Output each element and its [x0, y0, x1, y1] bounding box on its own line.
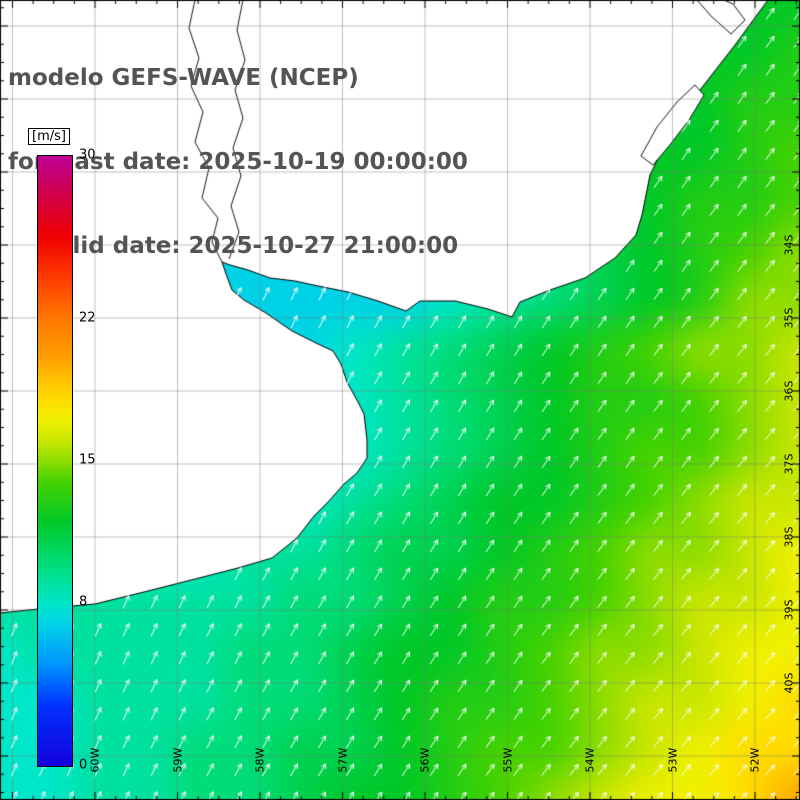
lon-label: 56W — [418, 747, 432, 773]
lat-label: 34S — [782, 234, 796, 256]
lon-label: 54W — [583, 747, 597, 773]
lat-label: 36S — [782, 380, 796, 402]
lon-label: 52W — [748, 747, 762, 773]
colorbar-tick-label: 8 — [79, 594, 88, 610]
lon-label: 59W — [171, 747, 184, 773]
lat-label: 39S — [782, 599, 796, 621]
colorbar-tick-labels: 30 22 15 8 0 — [79, 148, 113, 773]
forecast-date-line: forecast date: 2025-10-19 00:00:00 — [8, 149, 468, 175]
colorbar-unit-label: [m/s] — [28, 128, 70, 145]
lat-label: 40S — [782, 672, 796, 694]
colorbar-tick-label: 0 — [79, 757, 88, 773]
lon-label: 57W — [336, 747, 349, 773]
lat-label: 37S — [782, 453, 796, 475]
lon-label: 53W — [666, 747, 679, 773]
colorbar-tick-label: 15 — [79, 452, 96, 468]
model-title: modelo GEFS-WAVE (NCEP) — [8, 65, 359, 91]
colorbar-tick-label: 22 — [79, 310, 96, 326]
lon-label: 60W — [88, 747, 102, 773]
valid-date-line: valid date: 2025-10-27 21:00:00 — [42, 233, 459, 259]
colorbar-gradient — [37, 155, 73, 767]
lon-label: 58W — [253, 747, 267, 773]
colorbar-tick-label: 30 — [79, 147, 96, 163]
lat-label: 35S — [782, 307, 796, 329]
lat-label: 38S — [782, 526, 796, 548]
title-block: modelo GEFS-WAVE (NCEP) forecast date: 2… — [8, 8, 468, 316]
lon-label: 55W — [501, 747, 514, 773]
